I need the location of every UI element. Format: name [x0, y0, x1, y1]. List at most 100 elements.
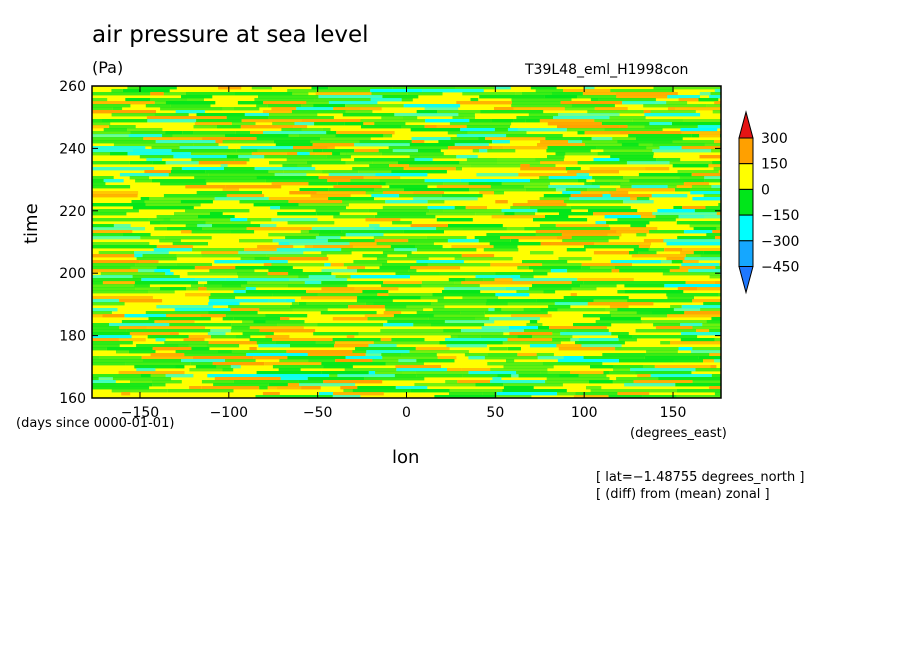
- field-cell: [461, 281, 510, 285]
- field-cell: [178, 344, 189, 348]
- field-cell: [151, 179, 206, 183]
- field-cell: [256, 176, 319, 180]
- field-cell: [247, 281, 305, 285]
- field-cell: [570, 293, 577, 297]
- field-cell: [630, 368, 696, 372]
- field-cell: [685, 281, 715, 285]
- field-cell: [604, 215, 641, 219]
- field-cell: [226, 155, 239, 159]
- field-cell: [507, 338, 553, 342]
- field-cell: [174, 212, 210, 216]
- field-cell: [690, 191, 721, 195]
- field-cell: [251, 86, 272, 90]
- field-cell: [307, 353, 366, 357]
- field-cell: [439, 272, 496, 276]
- field-cell: [109, 125, 136, 129]
- field-cell: [150, 221, 161, 225]
- field-cell: [529, 206, 571, 210]
- field-cell: [461, 368, 491, 372]
- field-cell: [222, 140, 274, 144]
- field-cell: [573, 323, 612, 327]
- field-cell: [134, 281, 198, 285]
- field-cell: [638, 245, 650, 249]
- field-cell: [653, 323, 681, 327]
- field-cell: [235, 131, 250, 135]
- field-cell: [619, 269, 670, 273]
- field-cell: [368, 344, 397, 348]
- field-cell: [421, 284, 480, 288]
- field-cell: [506, 359, 515, 363]
- field-cell: [449, 392, 483, 396]
- field-cell: [692, 347, 721, 351]
- field-cell: [127, 128, 163, 132]
- field-cell: [666, 242, 721, 246]
- field-cell: [718, 293, 721, 297]
- field-cell: [343, 389, 353, 393]
- field-cell: [646, 350, 678, 354]
- field-cell: [582, 314, 611, 318]
- field-cell: [190, 284, 204, 288]
- field-cell: [258, 95, 319, 99]
- field-cell: [365, 191, 383, 195]
- field-cell: [170, 116, 227, 120]
- field-cell: [692, 380, 721, 384]
- field-cell: [487, 362, 543, 366]
- field-cell: [165, 101, 216, 105]
- field-cell: [398, 359, 417, 363]
- field-cell: [643, 365, 655, 369]
- field-cell: [424, 107, 459, 111]
- field-cell: [593, 212, 653, 216]
- field-cell: [292, 92, 309, 96]
- field-cell: [92, 266, 131, 270]
- field-cell: [608, 395, 643, 399]
- field-cell: [287, 284, 348, 288]
- field-cell: [428, 317, 475, 321]
- field-cell: [630, 224, 647, 228]
- field-cell: [92, 161, 130, 165]
- field-cell: [92, 362, 126, 366]
- field-cell: [591, 137, 613, 141]
- field-cell: [280, 317, 290, 321]
- field-cell: [409, 143, 455, 147]
- field-cell: [416, 110, 437, 114]
- field-cell: [212, 362, 265, 366]
- field-cell: [437, 356, 457, 360]
- field-cell: [627, 161, 670, 165]
- field-cell: [650, 110, 696, 114]
- field-cell: [360, 119, 426, 123]
- field-cell: [497, 161, 541, 165]
- field-cell: [254, 167, 316, 171]
- field-cell: [334, 341, 374, 345]
- field-cell: [308, 230, 320, 234]
- field-cell: [430, 323, 485, 327]
- field-cell: [589, 167, 646, 171]
- field-cell: [142, 254, 177, 258]
- field-cell: [136, 368, 156, 372]
- field-cell: [345, 233, 384, 237]
- field-cell: [691, 173, 721, 177]
- field-cell: [683, 230, 713, 234]
- field-cell: [403, 230, 444, 234]
- field-cell: [611, 314, 668, 318]
- field-cell: [299, 383, 356, 387]
- field-cell: [490, 380, 546, 384]
- field-cell: [277, 323, 318, 327]
- field-cell: [463, 227, 507, 231]
- field-cell: [202, 137, 257, 141]
- field-cell: [269, 113, 318, 117]
- field-cell: [384, 305, 407, 309]
- field-cell: [667, 314, 721, 318]
- field-cell: [381, 353, 402, 357]
- field-cell: [233, 317, 280, 321]
- field-cell: [165, 161, 199, 165]
- field-cell: [476, 173, 519, 177]
- field-cell: [571, 281, 583, 285]
- field-cell: [143, 137, 203, 141]
- field-cell: [314, 122, 345, 126]
- field-cell: [432, 308, 489, 312]
- field-cell: [615, 347, 679, 351]
- field-cell: [147, 119, 197, 123]
- field-cell: [287, 383, 299, 387]
- field-cell: [92, 101, 155, 105]
- field-cell: [163, 92, 186, 96]
